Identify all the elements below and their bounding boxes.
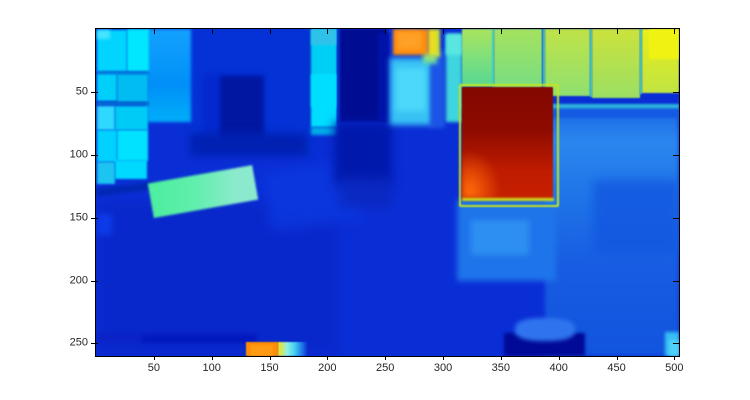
heatmap-region-panel-sep-3 xyxy=(589,29,593,97)
heatmap-region-fringe-below xyxy=(423,54,438,65)
x-tick-mark xyxy=(327,356,329,360)
x-tick-mark xyxy=(153,356,155,360)
heatmap-region-strip-right-edge xyxy=(336,29,340,125)
heatmap-region-shelf-block-h xyxy=(116,129,149,162)
x-tick-mark-top xyxy=(385,29,387,34)
heatmap-region-strip-left-dark xyxy=(299,29,312,129)
x-tick-mark xyxy=(385,356,387,360)
y-tick-label: 250 xyxy=(69,336,88,349)
x-tick-label: 250 xyxy=(375,362,395,374)
heatmap-region-bottom-dark-band-core xyxy=(142,334,256,344)
y-tick-label: 50 xyxy=(75,85,88,98)
heatmap-region-column-shadow xyxy=(334,122,393,185)
y-tick-mark-right xyxy=(673,343,679,345)
heatmap-region-red-box-outline xyxy=(459,84,560,207)
y-tick-mark-right xyxy=(673,91,679,93)
y-tick-label: 100 xyxy=(69,148,88,161)
y-tick-label: 150 xyxy=(69,211,88,224)
heatmap-region-shelf-line-1 xyxy=(97,70,150,74)
heatmap-region-panel-sep-1 xyxy=(491,29,494,92)
x-tick-label: 500 xyxy=(665,362,684,374)
y-tick-mark-right xyxy=(673,154,679,156)
x-tick-mark-top xyxy=(327,29,329,34)
y-tick-mark xyxy=(91,91,98,93)
heatmap-plot-area xyxy=(96,29,679,356)
heatmap-region-orange-top-core xyxy=(397,31,422,50)
heatmap-region-yellow-fringe xyxy=(427,29,440,57)
x-tick-mark-top xyxy=(674,29,676,34)
heatmap-region-cyan-strip-top xyxy=(311,29,337,46)
heatmap-region-orange-bottom-core xyxy=(249,344,273,356)
heatmap-region-shelf-block-f xyxy=(114,105,149,130)
x-tick-label: 150 xyxy=(260,362,279,374)
y-tick-mark xyxy=(91,217,98,219)
x-tick-label: 200 xyxy=(318,362,337,374)
x-tick-mark xyxy=(674,356,676,360)
x-tick-mark-top xyxy=(443,29,445,34)
heatmap-region-window-panel-2 xyxy=(493,29,543,94)
heatmap-region-panels-bottom-cyan xyxy=(461,104,679,110)
heatmap-region-lightblue-panel xyxy=(146,29,191,123)
heatmap-region-right-floor-streak xyxy=(593,179,679,256)
heatmap-region-bucket-light-top xyxy=(514,318,575,341)
heatmap-region-pillar-band xyxy=(189,133,308,156)
heatmap-region-shelf-block-b xyxy=(127,29,150,72)
heatmap-region-panels-bottom-blue xyxy=(461,109,679,119)
x-tick-mark xyxy=(558,356,560,360)
x-tick-mark xyxy=(269,356,271,360)
heatmap-region-shelf-block-d xyxy=(116,74,149,102)
heatmap-region-pillar xyxy=(219,75,264,141)
x-tick-label: 450 xyxy=(607,362,626,374)
x-tick-mark-top xyxy=(153,29,155,34)
heatmap-region-cyan-column-b-top xyxy=(446,34,462,56)
heatmap-region-box-bottom-fringe xyxy=(461,197,555,202)
x-tick-label: 300 xyxy=(433,362,453,374)
heatmap-region-cyan-strip-fade xyxy=(311,127,337,135)
heatmap-region-shelf-block-g xyxy=(97,129,117,163)
heatmap-region-navy-column-right xyxy=(378,32,389,121)
heatmap-region-red-box-orange-corner xyxy=(461,149,501,198)
x-tick-mark xyxy=(443,356,445,360)
x-tick-mark xyxy=(500,356,502,360)
heatmap-region-below-box-core xyxy=(470,220,529,256)
y-tick-mark-right xyxy=(673,217,679,219)
heatmap-region-panel-sep-2 xyxy=(542,29,545,95)
x-tick-mark-top xyxy=(558,29,560,34)
heatmap-region-cyan-soft-core xyxy=(395,67,426,111)
heatmap-region-panel-sep-4 xyxy=(639,29,642,95)
heatmap-region-cyan-column-b xyxy=(446,34,462,123)
x-tick-label: 350 xyxy=(491,362,511,374)
x-tick-mark-top xyxy=(616,29,618,34)
heatmap-region-panel-5-yellow-corner xyxy=(648,29,679,60)
y-tick-mark-right xyxy=(673,280,679,282)
x-tick-label: 100 xyxy=(202,362,221,374)
x-tick-label: 50 xyxy=(147,362,160,374)
heatmap-region-shelf-block-i xyxy=(97,162,115,184)
x-tick-mark xyxy=(211,356,213,360)
x-tick-mark-top xyxy=(269,29,271,34)
heatmap-region-shelf-block-j xyxy=(114,159,147,179)
heatmap-region-shelf-block-c xyxy=(97,74,117,101)
heatmap-region-shelf-block-e xyxy=(97,105,115,130)
heatmap-region-window-panel-4 xyxy=(592,29,640,99)
heatmap-region-blue-stripe xyxy=(430,50,446,129)
y-tick-mark xyxy=(91,280,98,282)
heatmap-region-shelf-block-a-hl xyxy=(97,30,110,40)
heatmap-region-orange-bottom-gradient xyxy=(277,342,308,356)
x-tick-mark-top xyxy=(211,29,213,34)
heatmap-region-left-small-patch xyxy=(97,213,113,236)
y-tick-mark xyxy=(91,154,98,156)
heatmap-region-shelf-line-2 xyxy=(97,101,150,106)
y-tick-label: 200 xyxy=(69,274,88,287)
x-tick-mark xyxy=(616,356,618,360)
heatmap-region-column-shadow-fade xyxy=(338,177,393,208)
x-tick-mark-top xyxy=(500,29,502,34)
heatmap-region-corner-cyan-core xyxy=(668,339,679,356)
heatmap-region-window-panel-1 xyxy=(461,29,493,87)
y-tick-mark xyxy=(91,343,98,345)
x-tick-label: 400 xyxy=(549,362,568,374)
heatmap-region-cyan-strip-core xyxy=(311,74,337,128)
